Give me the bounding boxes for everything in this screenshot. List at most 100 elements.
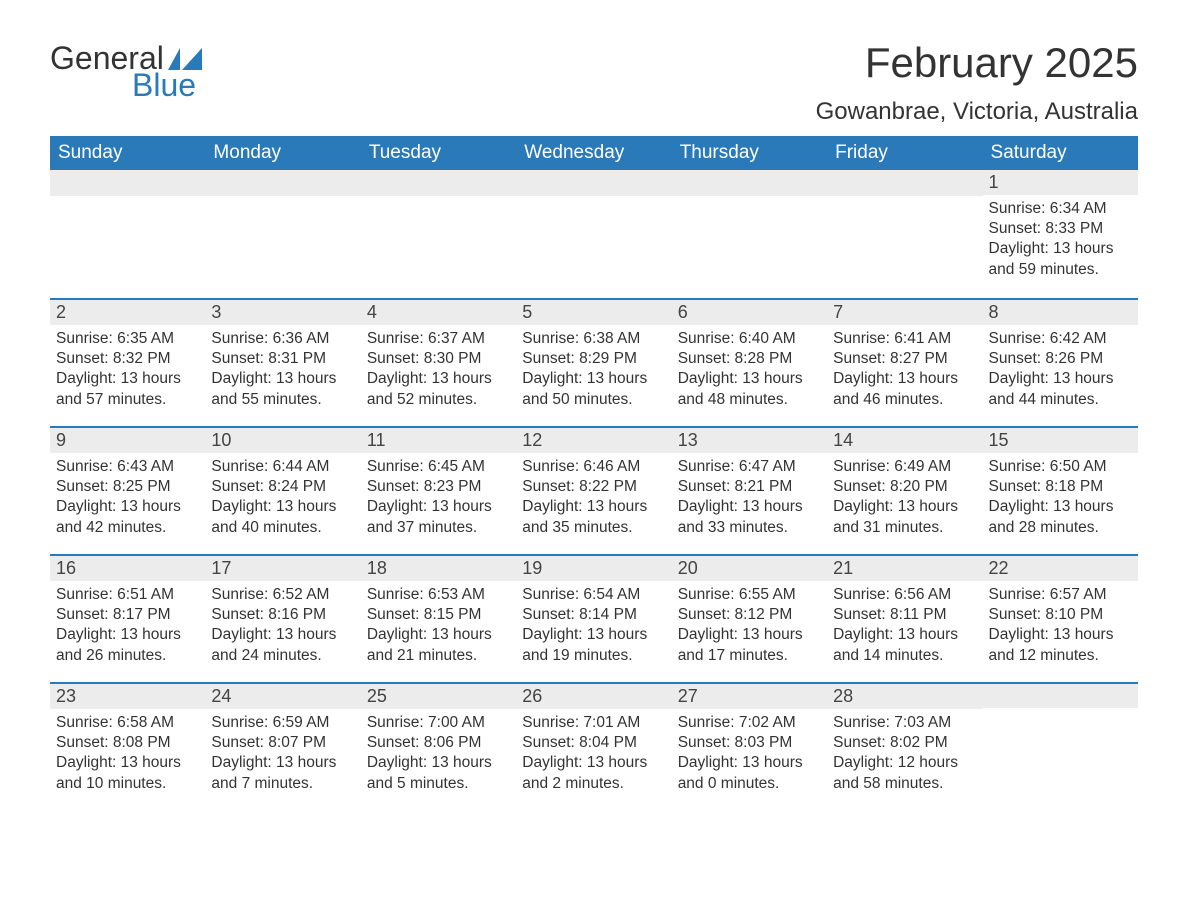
- sunrise-line: Sunrise: 6:51 AM: [56, 585, 199, 605]
- sunrise-line: Sunrise: 6:57 AM: [989, 585, 1132, 605]
- calendar-week-row: 23Sunrise: 6:58 AMSunset: 8:08 PMDayligh…: [50, 682, 1138, 810]
- calendar-day-cell: 20Sunrise: 6:55 AMSunset: 8:12 PMDayligh…: [672, 554, 827, 682]
- calendar-day-cell: 8Sunrise: 6:42 AMSunset: 8:26 PMDaylight…: [983, 298, 1138, 426]
- daylight-line: Daylight: 13 hours and 24 minutes.: [211, 625, 354, 665]
- calendar-day-cell: 14Sunrise: 6:49 AMSunset: 8:20 PMDayligh…: [827, 426, 982, 554]
- day-number-row: 25: [361, 682, 516, 709]
- daylight-line: Daylight: 13 hours and 59 minutes.: [989, 239, 1132, 279]
- sunrise-line: Sunrise: 6:46 AM: [522, 457, 665, 477]
- day-body: Sunrise: 6:42 AMSunset: 8:26 PMDaylight:…: [983, 325, 1138, 416]
- day-number-row-empty: [827, 170, 982, 196]
- day-number-row-empty: [516, 170, 671, 196]
- daylight-line: Daylight: 13 hours and 33 minutes.: [678, 497, 821, 537]
- sunrise-line: Sunrise: 6:50 AM: [989, 457, 1132, 477]
- day-number-row: 3: [205, 298, 360, 325]
- sunrise-line: Sunrise: 6:44 AM: [211, 457, 354, 477]
- day-body: Sunrise: 6:57 AMSunset: 8:10 PMDaylight:…: [983, 581, 1138, 672]
- sunset-line: Sunset: 8:33 PM: [989, 219, 1132, 239]
- sunset-line: Sunset: 8:29 PM: [522, 349, 665, 369]
- sunset-line: Sunset: 8:10 PM: [989, 605, 1132, 625]
- day-body: Sunrise: 6:56 AMSunset: 8:11 PMDaylight:…: [827, 581, 982, 672]
- daylight-line: Daylight: 13 hours and 28 minutes.: [989, 497, 1132, 537]
- sunrise-line: Sunrise: 6:34 AM: [989, 199, 1132, 219]
- weekday-header: Saturday: [983, 136, 1138, 170]
- calendar-day-cell: 6Sunrise: 6:40 AMSunset: 8:28 PMDaylight…: [672, 298, 827, 426]
- day-body: Sunrise: 7:01 AMSunset: 8:04 PMDaylight:…: [516, 709, 671, 800]
- sunrise-line: Sunrise: 6:49 AM: [833, 457, 976, 477]
- sunrise-line: Sunrise: 6:56 AM: [833, 585, 976, 605]
- sunrise-line: Sunrise: 6:54 AM: [522, 585, 665, 605]
- logo: General Blue: [50, 40, 202, 104]
- calendar-day-cell: 15Sunrise: 6:50 AMSunset: 8:18 PMDayligh…: [983, 426, 1138, 554]
- sunset-line: Sunset: 8:11 PM: [833, 605, 976, 625]
- sunset-line: Sunset: 8:20 PM: [833, 477, 976, 497]
- calendar-body: 1Sunrise: 6:34 AMSunset: 8:33 PMDaylight…: [50, 170, 1138, 810]
- daylight-line: Daylight: 13 hours and 52 minutes.: [367, 369, 510, 409]
- calendar-day-cell: 27Sunrise: 7:02 AMSunset: 8:03 PMDayligh…: [672, 682, 827, 810]
- daylight-line: Daylight: 13 hours and 57 minutes.: [56, 369, 199, 409]
- sunrise-line: Sunrise: 6:38 AM: [522, 329, 665, 349]
- day-body: Sunrise: 7:02 AMSunset: 8:03 PMDaylight:…: [672, 709, 827, 800]
- sunset-line: Sunset: 8:16 PM: [211, 605, 354, 625]
- day-number-row: 1: [983, 170, 1138, 195]
- sunrise-line: Sunrise: 6:59 AM: [211, 713, 354, 733]
- day-body: Sunrise: 6:37 AMSunset: 8:30 PMDaylight:…: [361, 325, 516, 416]
- daylight-line: Daylight: 13 hours and 46 minutes.: [833, 369, 976, 409]
- day-body: Sunrise: 6:55 AMSunset: 8:12 PMDaylight:…: [672, 581, 827, 672]
- day-number-row: 6: [672, 298, 827, 325]
- header-row: General Blue February 2025 Gowanbrae, Vi…: [50, 40, 1138, 126]
- sunrise-line: Sunrise: 7:03 AM: [833, 713, 976, 733]
- daylight-line: Daylight: 13 hours and 2 minutes.: [522, 753, 665, 793]
- sunset-line: Sunset: 8:12 PM: [678, 605, 821, 625]
- calendar-day-cell: 17Sunrise: 6:52 AMSunset: 8:16 PMDayligh…: [205, 554, 360, 682]
- day-body: Sunrise: 6:34 AMSunset: 8:33 PMDaylight:…: [983, 195, 1138, 286]
- day-body: Sunrise: 6:40 AMSunset: 8:28 PMDaylight:…: [672, 325, 827, 416]
- day-number-row: 18: [361, 554, 516, 581]
- day-body: Sunrise: 6:36 AMSunset: 8:31 PMDaylight:…: [205, 325, 360, 416]
- calendar-day-cell: 5Sunrise: 6:38 AMSunset: 8:29 PMDaylight…: [516, 298, 671, 426]
- calendar-day-cell: 28Sunrise: 7:03 AMSunset: 8:02 PMDayligh…: [827, 682, 982, 810]
- calendar-day-cell: 11Sunrise: 6:45 AMSunset: 8:23 PMDayligh…: [361, 426, 516, 554]
- day-number-row: 19: [516, 554, 671, 581]
- day-body: Sunrise: 6:58 AMSunset: 8:08 PMDaylight:…: [50, 709, 205, 800]
- day-body: Sunrise: 6:50 AMSunset: 8:18 PMDaylight:…: [983, 453, 1138, 544]
- calendar-day-cell: [205, 170, 360, 298]
- day-body: Sunrise: 7:00 AMSunset: 8:06 PMDaylight:…: [361, 709, 516, 800]
- day-number-row: 7: [827, 298, 982, 325]
- daylight-line: Daylight: 13 hours and 19 minutes.: [522, 625, 665, 665]
- daylight-line: Daylight: 13 hours and 10 minutes.: [56, 753, 199, 793]
- day-number-row: 24: [205, 682, 360, 709]
- sunset-line: Sunset: 8:32 PM: [56, 349, 199, 369]
- calendar-week-row: 9Sunrise: 6:43 AMSunset: 8:25 PMDaylight…: [50, 426, 1138, 554]
- sunset-line: Sunset: 8:07 PM: [211, 733, 354, 753]
- weekday-header: Wednesday: [516, 136, 671, 170]
- daylight-line: Daylight: 13 hours and 37 minutes.: [367, 497, 510, 537]
- title-block: February 2025 Gowanbrae, Victoria, Austr…: [816, 40, 1138, 126]
- calendar-week-row: 1Sunrise: 6:34 AMSunset: 8:33 PMDaylight…: [50, 170, 1138, 298]
- sunset-line: Sunset: 8:31 PM: [211, 349, 354, 369]
- sunset-line: Sunset: 8:26 PM: [989, 349, 1132, 369]
- daylight-line: Daylight: 13 hours and 50 minutes.: [522, 369, 665, 409]
- weekday-header-row: SundayMondayTuesdayWednesdayThursdayFrid…: [50, 136, 1138, 170]
- sunrise-line: Sunrise: 7:02 AM: [678, 713, 821, 733]
- day-number-row: 17: [205, 554, 360, 581]
- calendar-day-cell: [361, 170, 516, 298]
- weekday-header: Monday: [205, 136, 360, 170]
- sunrise-line: Sunrise: 6:40 AM: [678, 329, 821, 349]
- daylight-line: Daylight: 13 hours and 35 minutes.: [522, 497, 665, 537]
- day-body: Sunrise: 6:44 AMSunset: 8:24 PMDaylight:…: [205, 453, 360, 544]
- calendar-day-cell: [983, 682, 1138, 810]
- calendar-day-cell: 19Sunrise: 6:54 AMSunset: 8:14 PMDayligh…: [516, 554, 671, 682]
- day-number-row: 8: [983, 298, 1138, 325]
- sunset-line: Sunset: 8:04 PM: [522, 733, 665, 753]
- day-number-row: 23: [50, 682, 205, 709]
- calendar-day-cell: [827, 170, 982, 298]
- weekday-header: Tuesday: [361, 136, 516, 170]
- sunrise-line: Sunrise: 6:43 AM: [56, 457, 199, 477]
- day-number-row-empty: [672, 170, 827, 196]
- sunrise-line: Sunrise: 7:00 AM: [367, 713, 510, 733]
- sunset-line: Sunset: 8:15 PM: [367, 605, 510, 625]
- daylight-line: Daylight: 13 hours and 5 minutes.: [367, 753, 510, 793]
- calendar-day-cell: 12Sunrise: 6:46 AMSunset: 8:22 PMDayligh…: [516, 426, 671, 554]
- day-body: Sunrise: 6:59 AMSunset: 8:07 PMDaylight:…: [205, 709, 360, 800]
